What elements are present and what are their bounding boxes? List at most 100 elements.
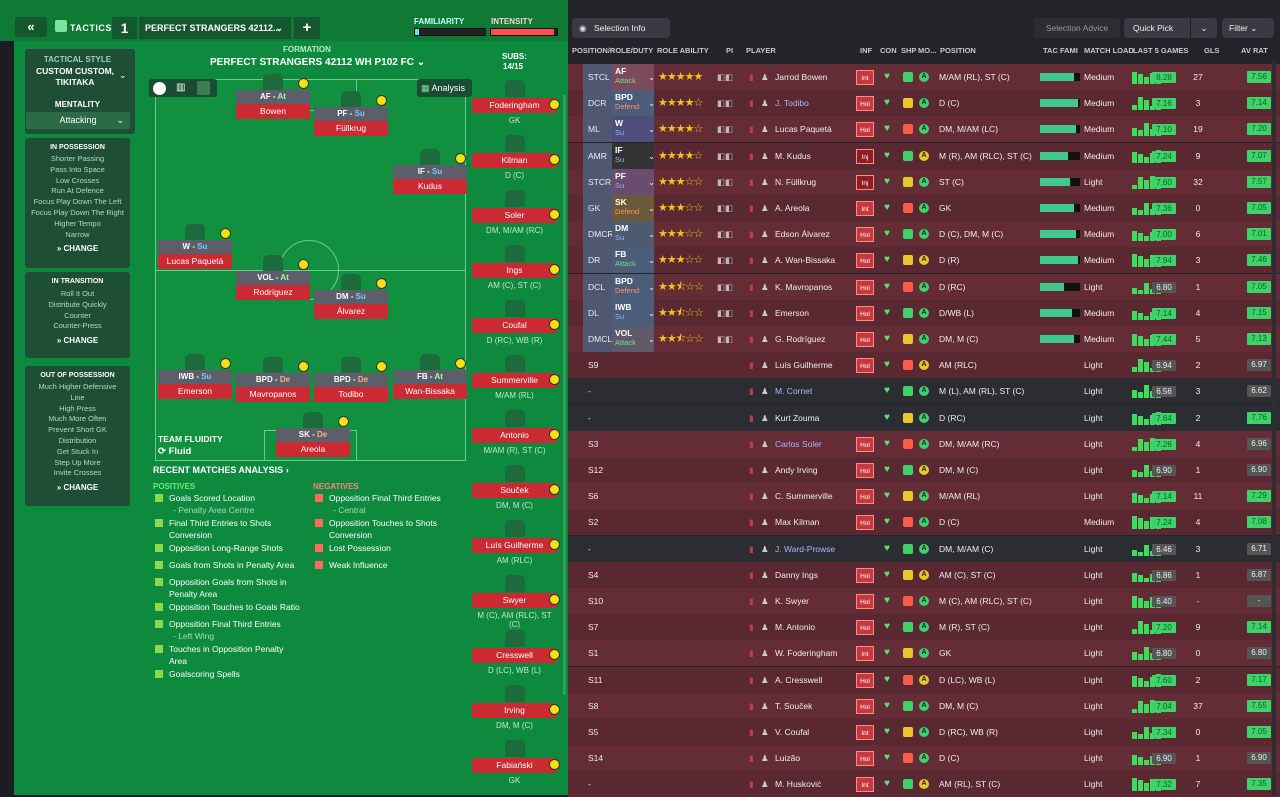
player-name[interactable]: Andy Irving [775, 465, 818, 475]
player-name[interactable]: Luizão [775, 753, 801, 764]
arrow-instruction-icon[interactable] [549, 319, 560, 330]
arrow-instruction-icon[interactable] [549, 99, 560, 110]
table-row[interactable]: DR FB Attack ⌄ ★★★☆☆ ◧◧ ▮ ♟ A. Wan-Bissaka Hol ♥ A D… [568, 247, 1280, 274]
arrow-instruction-icon[interactable] [549, 484, 560, 495]
table-scrollbar[interactable] [1272, 60, 1276, 795]
formation-name-dropdown[interactable]: PERFECT STRANGERS 42112 WH P102 FC ⌄ [210, 57, 426, 68]
player-role[interactable]: IWB - Su [158, 370, 232, 384]
role-duty-badge[interactable]: FB Attack [612, 247, 654, 274]
sub-player[interactable]: Irving DM, M (C) [472, 685, 560, 730]
arrow-instruction-icon[interactable] [549, 704, 560, 715]
arrow-instruction-icon[interactable] [549, 429, 560, 440]
table-row[interactable]: S2 ▮ ♟ Max Kilman Hol ♥ A D (C) Medium 7.24 4 7.08 [568, 509, 1280, 536]
player-name[interactable]: Jarrod Bowen [775, 72, 828, 82]
recent-matches-analysis-link[interactable]: RECENT MATCHES ANALYSIS › [153, 465, 289, 475]
player-name[interactable]: Danny Ings [775, 569, 818, 580]
player-card[interactable]: IF - Su Kudus [393, 149, 467, 194]
table-row[interactable]: S1 ▮ ♟ W. Foderingham Int ♥ A GK Light 6.80 0 6.80 [568, 640, 1280, 667]
quick-pick-dropdown[interactable]: ⌄ [1190, 18, 1217, 38]
player-role[interactable]: IF - Su [393, 165, 467, 179]
column-header[interactable]: SHP [901, 46, 917, 55]
player-name[interactable]: M. Cornet [775, 386, 813, 397]
tactic-name-dropdown[interactable]: PERFECT STRANGERS 42112... ⌄ [139, 17, 291, 39]
sub-player[interactable]: Swyer M (C), AM (RLC), ST (C) [472, 575, 560, 629]
column-header[interactable]: POSITION [940, 46, 976, 55]
player-instructions-icon[interactable]: ◧◧ [717, 229, 734, 240]
instructions-view-icon[interactable] [197, 81, 210, 95]
table-row[interactable]: - ▮ ♟ M. Cornet ♥ A M (L), AM (RL), ST (C) Ligh… [568, 378, 1280, 405]
player-name[interactable]: V. Coufal [775, 727, 810, 737]
out-of-possession-change-button[interactable]: » CHANGE [56, 483, 99, 493]
table-row[interactable]: AMR IF Su ⌄ ★★★★☆ ◧◧ ▮ ♟ M. Kudus Inj ♥ A M (R), AM … [568, 142, 1280, 169]
player-instructions-icon[interactable]: ◧◧ [717, 124, 734, 135]
arrow-instruction-icon[interactable] [220, 228, 231, 239]
role-duty-badge[interactable]: DM Su [612, 221, 654, 248]
column-header[interactable]: MO... [918, 46, 937, 55]
table-row[interactable]: DMCR DM Su ⌄ ★★★☆☆ ◧◧ ▮ ♟ Edson Álvarez Hol ♥ A D (C… [568, 221, 1280, 248]
tactical-style-value[interactable]: CUSTOM CUSTOM, TIKITAKA [35, 66, 115, 87]
player-card[interactable]: SK - De Areola [276, 412, 350, 457]
analysis-button[interactable]: ▦ Analysis [417, 79, 472, 97]
table-row[interactable]: S5 ▮ ♟ V. Coufal Int ♥ A D (RC), WB (R) Light 7.3… [568, 719, 1280, 745]
role-duty-badge[interactable]: IF Su [612, 142, 654, 169]
role-duty-badge[interactable]: W Su [612, 116, 654, 143]
table-row[interactable]: S3 ▮ ♟ Carlos Soler Hol ♥ A DM, M/AM (RC) Light 7… [568, 430, 1280, 457]
add-tactic-button[interactable]: + [294, 17, 320, 39]
arrow-instruction-icon[interactable] [549, 154, 560, 165]
table-row[interactable]: S10 ▮ ♟ K. Swyer Hol ♥ A M (C), AM (RLC), ST (C… [568, 588, 1280, 614]
player-instructions-icon[interactable]: ◧◧ [717, 98, 734, 109]
sub-player[interactable]: Antonio M/AM (R), ST (C) [472, 410, 560, 455]
column-header[interactable]: GLS [1204, 46, 1220, 55]
player-name[interactable]: K. Mavropanos [775, 281, 833, 292]
column-header[interactable]: POSITION/ROLE/DUTY [572, 46, 654, 55]
arrow-instruction-icon[interactable] [376, 95, 387, 106]
table-row[interactable]: S14 ▮ ♟ Luizão Hol ♥ A D (C) Light 6.90 1 6.90 [568, 745, 1280, 772]
back-button[interactable]: « [15, 17, 47, 37]
sub-player[interactable]: Souček DM, M (C) [472, 465, 560, 510]
table-row[interactable]: S9 ▮ ♟ Luís Guilherme Hol ♥ A AM (RLC) Light 6.94… [568, 352, 1280, 379]
quick-pick-button[interactable]: Quick Pick [1124, 18, 1190, 38]
player-name[interactable]: Lucas Paquetá [775, 124, 832, 135]
arrow-instruction-icon[interactable] [549, 374, 560, 385]
player-role[interactable]: BPD - De [236, 373, 310, 387]
column-header[interactable]: MATCH LOAD [1084, 46, 1134, 55]
table-row[interactable]: DMCL VOL Attack ⌄ ★★⯪☆☆ ◧◧ ▮ ♟ G. Rodríguez Hol ♥ A… [568, 326, 1280, 352]
table-row[interactable]: STCR PF Su ⌄ ★★★☆☆ ◧◧ ▮ ♟ N. Füllkrug Inj ♥ A ST (C)… [568, 168, 1280, 195]
arrow-instruction-icon[interactable] [298, 361, 309, 372]
player-role[interactable]: PF - Su [314, 107, 388, 121]
table-row[interactable]: S11 ▮ ♟ A. Cresswell Hol ♥ A D (LC), WB (L) Ligh… [568, 666, 1280, 693]
player-name[interactable]: G. Rodríguez [775, 334, 826, 344]
filter-dropdown[interactable]: Filter ⌄ [1222, 18, 1274, 38]
player-name[interactable]: Kurt Zouma [775, 412, 820, 423]
column-header[interactable]: AV RAT [1241, 46, 1268, 55]
column-header[interactable]: TAC FAMI [1043, 46, 1078, 55]
player-name[interactable]: J. Todibo [775, 98, 809, 109]
sub-player[interactable]: Ings AM (C), ST (C) [472, 245, 560, 290]
player-instructions-icon[interactable]: ◧◧ [717, 203, 734, 213]
table-row[interactable]: - ▮ ♟ Kurt Zouma ♥ A D (RC) Light 7.64 2 7.76 [568, 404, 1280, 431]
player-instructions-icon[interactable]: ◧◧ [717, 150, 734, 161]
player-name[interactable]: A. Areola [775, 203, 810, 213]
sub-player[interactable]: Luís Guilherme AM (RLC) [472, 520, 560, 565]
player-card[interactable]: VOL - At Rodríguez [236, 255, 310, 300]
player-instructions-icon[interactable]: ◧◧ [717, 72, 734, 82]
player-instructions-icon[interactable]: ◧◧ [717, 307, 734, 318]
player-name[interactable]: J. Ward-Prowse [775, 543, 836, 554]
sub-player[interactable]: Soler DM, M/AM (RC) [472, 190, 560, 235]
table-row[interactable]: - ▮ ♟ J. Ward-Prowse ♥ A DM, M/AM (C) Light 6.46… [568, 535, 1280, 562]
tactic-slot-number[interactable]: 1 [112, 17, 137, 39]
table-row[interactable]: S6 ▮ ♟ C. Summerville Hol ♥ A M/AM (RL) Light 7.1… [568, 483, 1280, 510]
column-header[interactable]: CON [880, 46, 897, 55]
arrow-instruction-icon[interactable] [338, 416, 349, 427]
table-row[interactable]: S4 ▮ ♟ Danny Ings Hol ♥ A AM (C), ST (C) Light 6.… [568, 561, 1280, 588]
selection-advice-button[interactable]: Selection Advice [1034, 18, 1120, 38]
player-name[interactable]: Luís Guilherme [775, 360, 833, 371]
player-instructions-icon[interactable]: ◧◧ [717, 176, 734, 187]
player-name[interactable]: Max Kilman [775, 517, 820, 528]
stats-view-icon[interactable]: ▥ [176, 82, 186, 93]
player-role[interactable]: SK - De [276, 428, 350, 442]
player-role[interactable]: W - Su [158, 240, 232, 254]
mentality-dropdown[interactable]: Attacking ⌄ [26, 112, 130, 129]
role-duty-badge[interactable]: AF Attack [612, 64, 654, 90]
column-header[interactable]: ROLE ABILITY [657, 46, 709, 55]
